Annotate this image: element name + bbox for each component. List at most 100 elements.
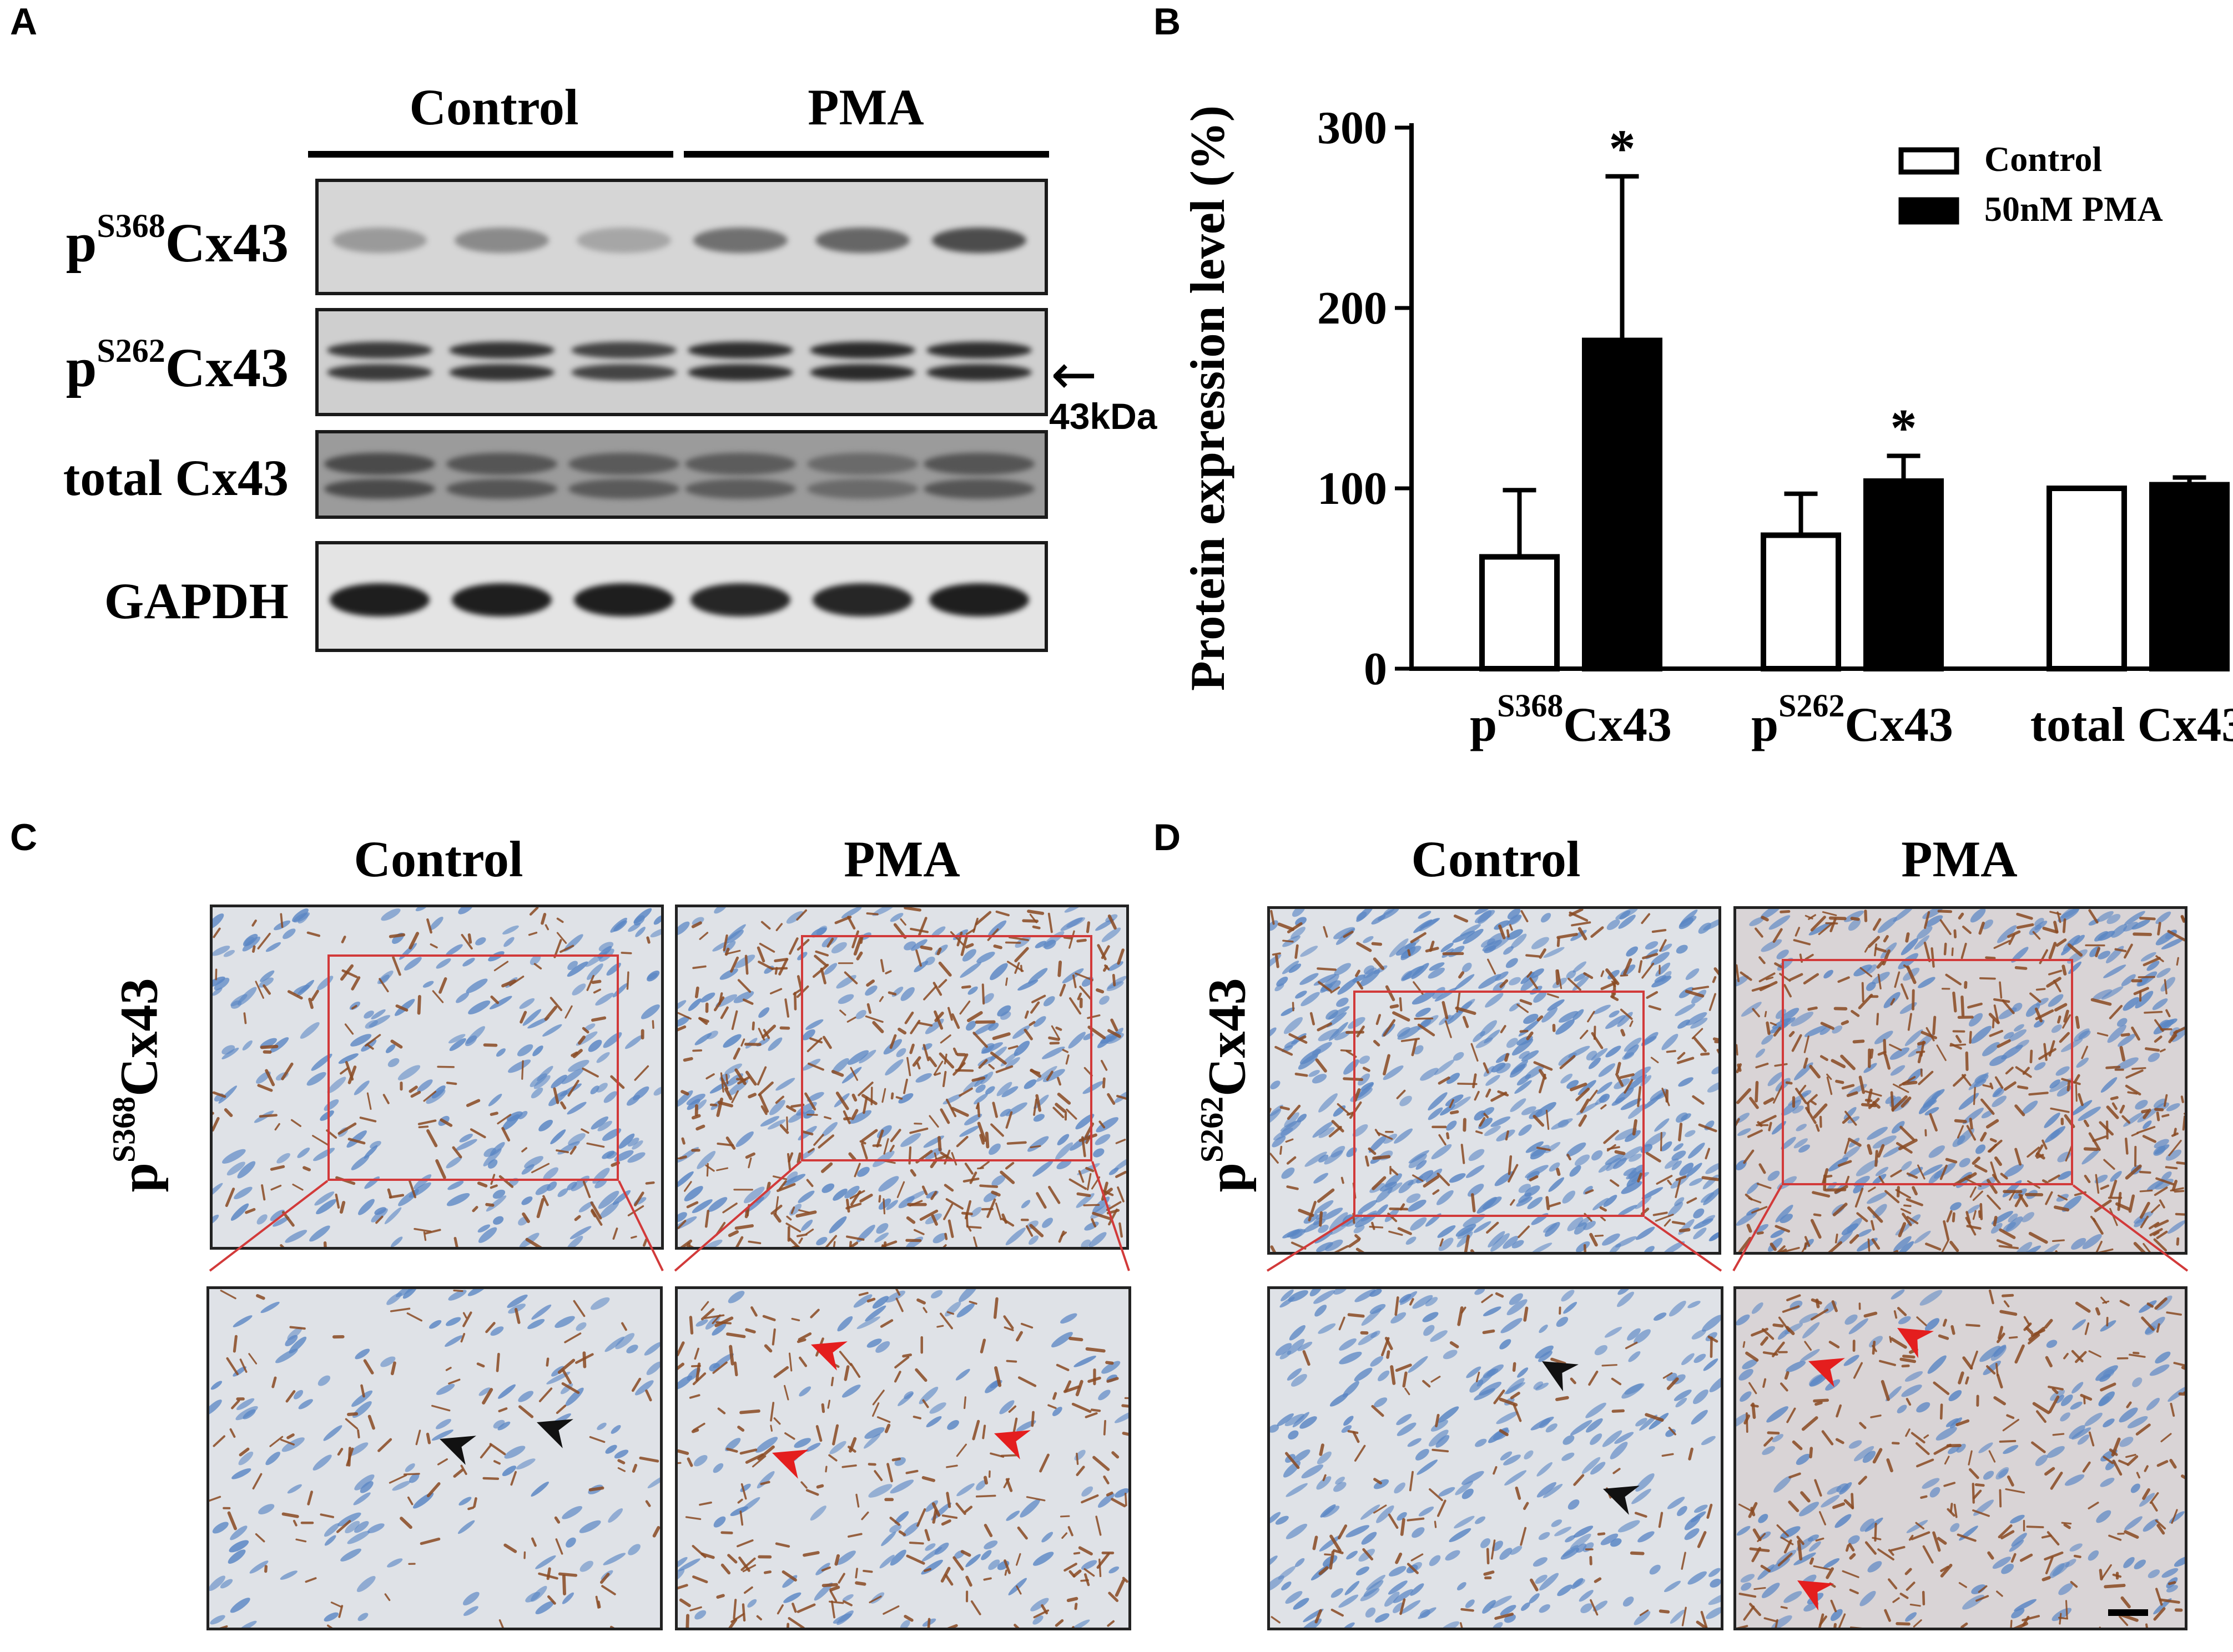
blot-band [924,479,1035,499]
panel-label-a: A [10,1,38,43]
blot-band [924,453,1035,475]
tissue-texture [1736,1289,2185,1628]
tissue-texture [213,907,661,1247]
blot-band [807,453,918,475]
panel-label-b: B [1153,1,1181,43]
blot-band [932,228,1026,253]
zoom-connector-line [618,1180,664,1271]
arrowhead-icon [1603,1486,1640,1515]
blot-band [571,342,677,358]
blot-band [332,228,427,253]
histo-c-control-overview [210,905,664,1250]
histo-d-control-roi [1353,991,1645,1217]
category-label-2: total Cx43 [2030,698,2233,752]
histo-d-pma-roi [1782,959,2073,1185]
histo-c-pma-overview [675,905,1129,1250]
histo-d-group-control: Control [1411,831,1581,887]
y-tick-label: 0 [1364,643,1387,695]
blot-band [688,364,793,381]
blot-row-label-total: total Cx43 [63,449,289,506]
marker-arrow-icon: ← [1051,342,1097,407]
arrowhead-icon [1797,1580,1834,1611]
histo-d-control-zoom [1267,1286,1723,1630]
zoom-connector-line [1732,1185,1783,1271]
blot-band [929,583,1029,617]
blot-band [571,364,677,381]
y-tick-label: 200 [1317,282,1387,334]
blot-band [688,342,793,358]
blot-band [452,583,552,617]
arrowhead-icon [440,1436,476,1465]
histo-c-group-control: Control [354,831,523,887]
blot-group-pma: PMA [808,79,924,135]
zoom-connector-line [1644,1216,1722,1272]
histo-c-pma-zoom [675,1286,1131,1630]
blot-band [813,583,913,617]
legend-label-1: 50nM PMA [1984,189,2163,229]
blot-band [446,453,557,475]
blot-band [455,228,549,253]
category-label-1: pS262Cx43 [1751,688,1953,752]
tissue-texture [1270,1289,1721,1628]
bar-control-1 [1761,532,1841,671]
blot-band [685,479,796,499]
histo-d-group-pma: PMA [1901,831,2018,887]
blot-row-label-gapdh: GAPDH [104,573,289,629]
blot-band [568,453,679,475]
marker-label: 43kDa [1049,396,1157,437]
blot-strip-ps368 [315,179,1048,295]
panel-label-d: D [1153,816,1181,858]
blot-band [327,342,432,358]
blot-band [926,364,1032,381]
bar-chart: 0 100 200 300 Protein expression level (%) * *… [1181,102,2233,752]
blot-band [807,479,918,499]
blot-band [690,583,790,617]
legend-label-0: Control [1984,139,2102,179]
blot-strip-ps262 [315,308,1048,416]
blot-band [324,479,435,499]
tissue-texture [1736,909,2185,1252]
category-label-0: pS368Cx43 [1470,688,1672,752]
blot-band [810,342,915,358]
blot-group-bar-control [308,151,673,158]
histo-d-pma-zoom [1733,1286,2187,1630]
bar-pma-0 [1582,337,1662,671]
significance-marker: * [1609,119,1636,178]
arrowhead-icon [537,1419,573,1448]
blot-band [446,479,557,499]
y-tick-label: 100 [1317,463,1387,514]
y-axis-label: Protein expression level (%) [1181,105,1235,691]
arrowhead-icon [1897,1328,1934,1358]
blot-band [327,364,432,381]
arrowhead-icon [1808,1358,1845,1387]
blot-band [574,583,674,617]
histo-d-pma-overview [1733,906,2187,1255]
tissue-texture [678,1289,1128,1628]
bar-pma-2 [2149,482,2230,671]
arrowhead-icon [772,1449,809,1479]
arrowhead-icon [811,1341,848,1371]
zoom-connector-line [1091,1161,1130,1271]
blot-band [810,364,915,381]
tissue-texture [209,1289,660,1628]
y-tick-label: 300 [1317,102,1387,154]
blot-band [324,453,435,475]
blot-group-control: Control [409,79,579,135]
histo-c-group-pma: PMA [844,831,960,887]
blot-band [330,583,430,617]
zoom-connector-line [1266,1216,1354,1272]
blot-strip-total [315,430,1048,519]
histo-c-control-zoom [206,1286,663,1630]
blot-band [449,364,555,381]
blot-band [568,479,679,499]
blot-row-label-ps262: pS262Cx43 [65,332,289,398]
significance-marker: * [1891,398,1917,458]
blot-row-label-ps368: pS368Cx43 [65,208,289,274]
tissue-texture [678,907,1126,1247]
panel-label-c: C [10,816,38,858]
blot-band [577,228,671,253]
scale-bar [2108,1609,2148,1616]
blot-band [815,228,910,253]
zoom-connector-line [209,1180,329,1272]
